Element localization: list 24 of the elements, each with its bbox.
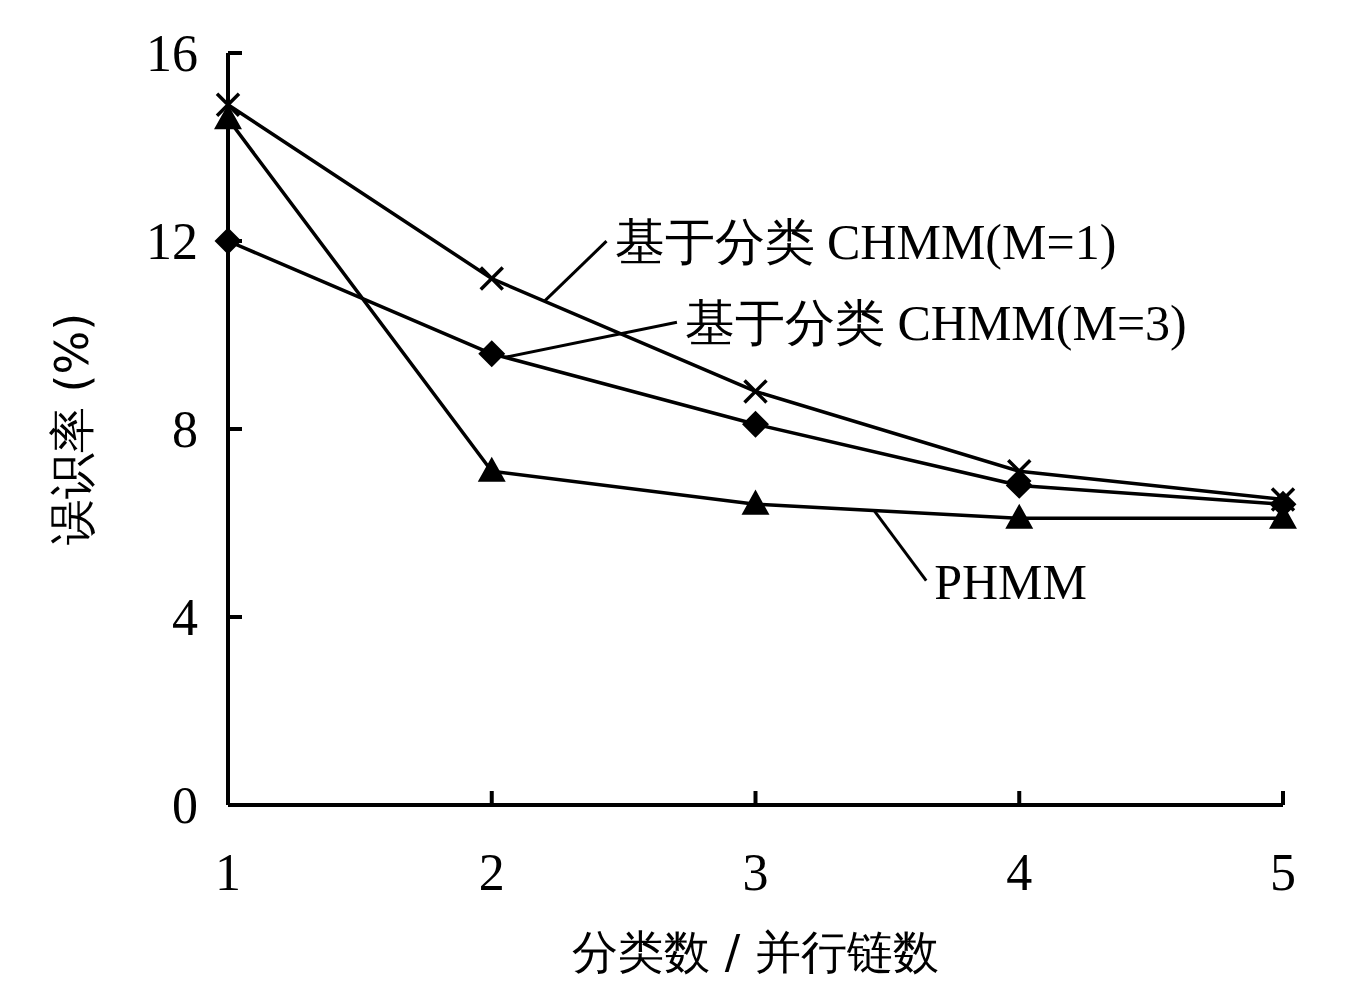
point [742, 491, 769, 515]
x-tick-label: 4 [1006, 844, 1033, 901]
x-tick-label: 3 [742, 844, 769, 901]
x-tick-label: 1 [215, 844, 241, 901]
y-tick-label: 8 [172, 401, 198, 458]
point [1006, 458, 1032, 485]
point [742, 411, 769, 438]
y-tick-label: 4 [172, 589, 198, 646]
x-tick-label: 5 [1270, 844, 1296, 901]
point [1006, 472, 1032, 499]
x-tick-label: 2 [478, 844, 505, 901]
y-tick-label: 12 [146, 213, 198, 270]
point [742, 378, 769, 405]
y-tick-label: 16 [146, 25, 198, 82]
y-axis-title: 误识率 (%) [45, 312, 99, 546]
point [215, 91, 241, 118]
point [215, 106, 241, 130]
y-tick-label: 0 [172, 777, 198, 834]
series-label: PHMM [934, 553, 1088, 610]
point [479, 265, 505, 292]
point [479, 341, 505, 367]
x-axis-title: 分类数 / 并行链数 [572, 925, 939, 979]
legend-label: 基于分类 CHMM(M=3) [684, 295, 1187, 352]
legend-label: 基于分类 CHMM(M=1) [614, 214, 1117, 271]
